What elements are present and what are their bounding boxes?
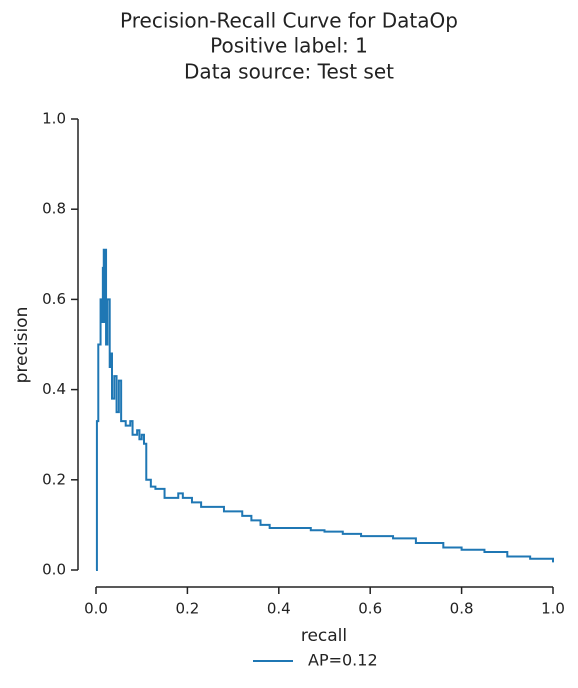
legend-label: AP=0.12: [308, 651, 378, 670]
chart-subtitle: Positive label: 1: [210, 34, 368, 58]
y-tick-label: 1.0: [42, 110, 66, 128]
y-tick-label: 0.2: [42, 470, 66, 488]
y-tick-label: 0.4: [42, 380, 66, 398]
x-tick-label: 0.2: [175, 600, 199, 618]
x-tick-label: 1.0: [541, 600, 565, 618]
y-tick-label: 0.0: [42, 561, 66, 579]
x-tick-label: 0.4: [267, 600, 291, 618]
chart-title: Precision-Recall Curve for DataOp: [120, 9, 458, 33]
x-tick-label: 0.0: [84, 600, 108, 618]
y-tick-label: 0.8: [42, 200, 66, 218]
x-tick-label: 0.8: [450, 600, 474, 618]
x-axis-label: recall: [301, 626, 347, 646]
chart-subtitle: Data source: Test set: [184, 60, 394, 84]
x-tick-label: 0.6: [358, 600, 382, 618]
pr-curve: [95, 248, 554, 571]
y-axis-label: precision: [12, 307, 32, 384]
y-tick-label: 0.6: [42, 290, 66, 308]
